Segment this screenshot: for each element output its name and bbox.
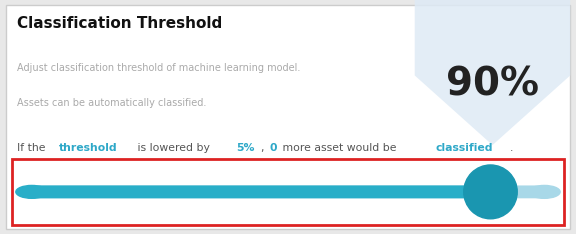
Polygon shape bbox=[415, 0, 570, 145]
Text: Assets can be automatically classified.: Assets can be automatically classified. bbox=[17, 98, 207, 108]
Text: Adjust classification threshold of machine learning model.: Adjust classification threshold of machi… bbox=[17, 63, 301, 73]
Text: is lowered by: is lowered by bbox=[134, 143, 214, 153]
Text: more asset would be: more asset would be bbox=[279, 143, 400, 153]
Text: classified: classified bbox=[435, 143, 493, 153]
Text: 5%: 5% bbox=[237, 143, 255, 153]
FancyBboxPatch shape bbox=[32, 185, 491, 198]
FancyBboxPatch shape bbox=[32, 185, 544, 198]
Circle shape bbox=[528, 185, 560, 198]
Text: threshold: threshold bbox=[59, 143, 117, 153]
Circle shape bbox=[16, 185, 48, 198]
Ellipse shape bbox=[464, 165, 517, 219]
Text: 90%: 90% bbox=[446, 66, 539, 103]
Text: If the: If the bbox=[17, 143, 50, 153]
FancyBboxPatch shape bbox=[6, 5, 570, 229]
Text: 0: 0 bbox=[270, 143, 277, 153]
Text: ,: , bbox=[260, 143, 267, 153]
Text: .: . bbox=[510, 143, 513, 153]
FancyBboxPatch shape bbox=[12, 159, 564, 225]
Text: Classification Threshold: Classification Threshold bbox=[17, 16, 222, 31]
